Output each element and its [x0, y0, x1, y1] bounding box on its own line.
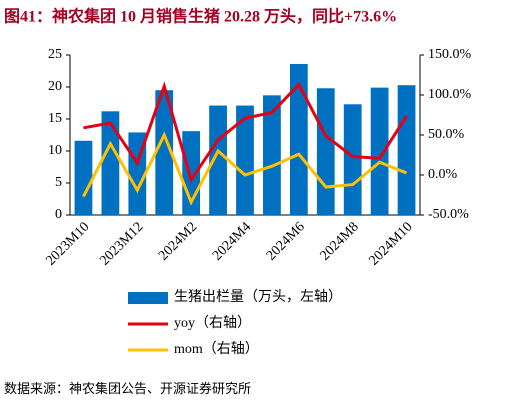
bar [289, 63, 308, 216]
bar [155, 90, 174, 215]
y-tick-label: 10 [48, 143, 62, 158]
legend-swatch [128, 292, 168, 304]
x-tick-label: 2023M12 [97, 219, 146, 268]
legend-label: 生猪出栏量（万头，左轴） [174, 289, 342, 305]
x-tick-label: 2024M10 [367, 219, 416, 268]
source: 数据来源：神农集团公告、开源证券研究所 [4, 381, 251, 396]
bar [316, 88, 335, 215]
x-tick-label: 2024M4 [210, 219, 254, 263]
line [83, 81, 408, 184]
y2-tick-label: -50.0% [428, 207, 469, 222]
bar [74, 140, 93, 215]
y2-tick-label: 0.0% [428, 167, 458, 182]
y2-tick-label: 100.0% [428, 87, 472, 102]
y-tick-label: 0 [55, 207, 62, 222]
legend-label: mom（右轴） [174, 341, 259, 357]
y-tick-label: 15 [48, 111, 62, 126]
x-tick-label: 2023M10 [43, 219, 92, 268]
chart-title: 图41：神农集团 10 月销售生猪 20.28 万头，同比+73.6% [4, 7, 397, 26]
bar [101, 111, 120, 215]
y-tick-label: 25 [48, 47, 62, 62]
y-tick-label: 5 [55, 175, 62, 190]
bar [370, 87, 389, 215]
bar [397, 85, 416, 215]
y2-tick-label: 50.0% [428, 127, 465, 142]
y-tick-label: 20 [48, 79, 62, 94]
x-tick-label: 2024M6 [264, 219, 308, 263]
bar [209, 105, 227, 215]
y2-tick-label: 150.0% [428, 47, 472, 62]
line [82, 131, 408, 206]
bar [263, 95, 281, 215]
x-tick-label: 2024M2 [156, 219, 200, 263]
bar [236, 105, 254, 215]
bar [343, 104, 362, 215]
legend-label: yoy（右轴） [174, 315, 251, 331]
x-tick-label: 2024M8 [318, 219, 362, 263]
